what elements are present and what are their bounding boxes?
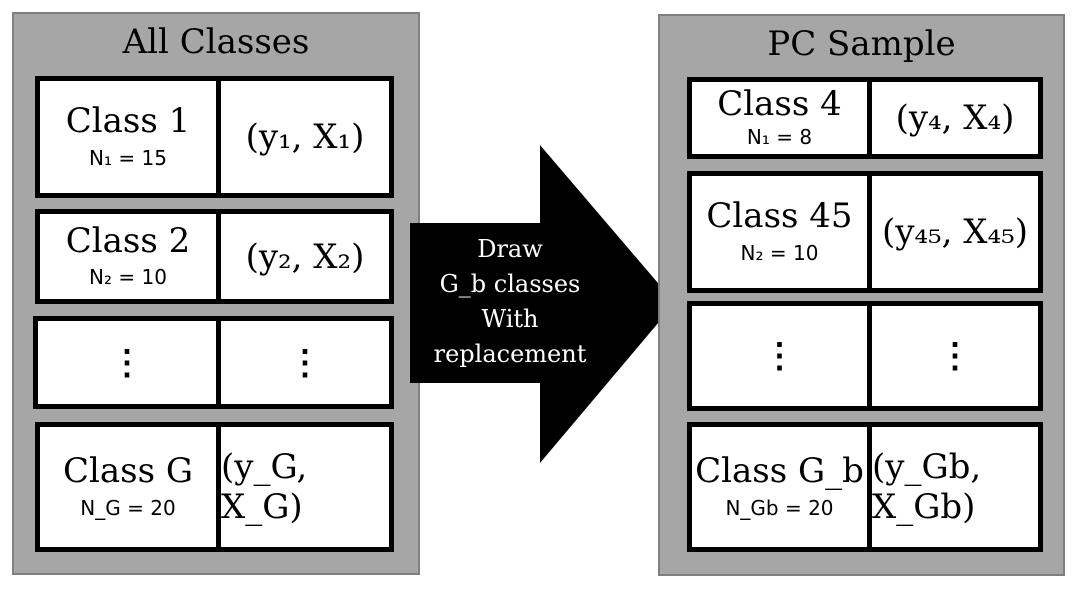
ellipsis-row: ⋮ ⋮: [687, 301, 1043, 411]
class-data-cell: (y₄, X₄): [872, 82, 1038, 154]
arrow-line: With: [481, 305, 539, 333]
class-size: N₂ = 10: [89, 265, 167, 290]
class-row: Class 45 N₂ = 10 (y₄₅, X₄₅): [687, 171, 1043, 293]
data-pair: (y₄₅, X₄₅): [881, 212, 1029, 252]
data-pair: (y_Gb, X_Gb): [872, 447, 982, 527]
data-pair: (y₁, X₁): [245, 117, 365, 157]
draw-arrow: [410, 145, 675, 463]
class-name: Class 1: [65, 101, 191, 142]
class-row: Class 1 N₁ = 15 (y₁, X₁): [35, 76, 394, 198]
class-label-cell: Class 1 N₁ = 15: [40, 81, 221, 193]
class-data-cell: (y_G, X_G): [221, 427, 389, 547]
arrow-shape: [410, 145, 675, 463]
ellipsis-row: ⋮ ⋮: [33, 316, 394, 409]
arrow-line: G_b classes: [439, 270, 581, 298]
class-data-cell: (y₁, X₁): [221, 81, 389, 193]
panel-title: All Classes: [122, 22, 310, 62]
ellipsis-cell: ⋮: [872, 306, 1038, 406]
arrow-label: Draw G_b classes With replacement: [410, 232, 610, 372]
class-label-cell: Class G_b N_Gb = 20: [692, 427, 872, 547]
class-size: N_Gb = 20: [725, 495, 834, 520]
ellipsis: ⋮: [938, 336, 972, 376]
class-label-cell: Class 4 N₁ = 8: [692, 82, 872, 154]
ellipsis-cell: ⋮: [692, 306, 872, 406]
class-name: Class 45: [706, 196, 853, 237]
arrow-line: Draw: [477, 235, 543, 263]
class-label-cell: Class 2 N₂ = 10: [40, 214, 221, 299]
class-name: Class 2: [65, 220, 191, 261]
class-data-cell: (y₄₅, X₄₅): [872, 176, 1038, 288]
class-data-cell: (y_Gb, X_Gb): [872, 427, 1038, 547]
class-size: N₁ = 8: [746, 124, 813, 149]
ellipsis: ⋮: [110, 342, 144, 383]
data-pair: (y₂, X₂): [245, 236, 365, 277]
class-size: N_G = 20: [80, 495, 176, 520]
class-data-cell: (y₂, X₂): [221, 214, 389, 299]
ellipsis: ⋮: [762, 336, 797, 376]
ellipsis: ⋮: [288, 342, 322, 383]
class-size: N₂ = 10: [740, 240, 819, 265]
ellipsis-cell: ⋮: [221, 321, 389, 404]
class-row: Class 2 N₂ = 10 (y₂, X₂): [35, 209, 394, 304]
class-row: Class G N_G = 20 (y_G, X_G): [35, 422, 394, 552]
panel-title: PC Sample: [767, 24, 956, 64]
data-pair: (y₄, X₄): [895, 98, 1015, 138]
class-size: N₁ = 15: [89, 145, 167, 170]
class-name: Class G: [62, 451, 194, 492]
ellipsis-cell: ⋮: [38, 321, 221, 404]
arrow-line: replacement: [433, 340, 587, 368]
class-name: Class G_b: [695, 451, 864, 492]
class-row: Class 4 N₁ = 8 (y₄, X₄): [687, 77, 1043, 159]
class-label-cell: Class G N_G = 20: [40, 427, 221, 547]
class-label-cell: Class 45 N₂ = 10: [692, 176, 872, 288]
class-row: Class G_b N_Gb = 20 (y_Gb, X_Gb): [687, 422, 1043, 552]
class-name: Class 4: [717, 84, 842, 125]
data-pair: (y_G, X_G): [221, 447, 308, 527]
